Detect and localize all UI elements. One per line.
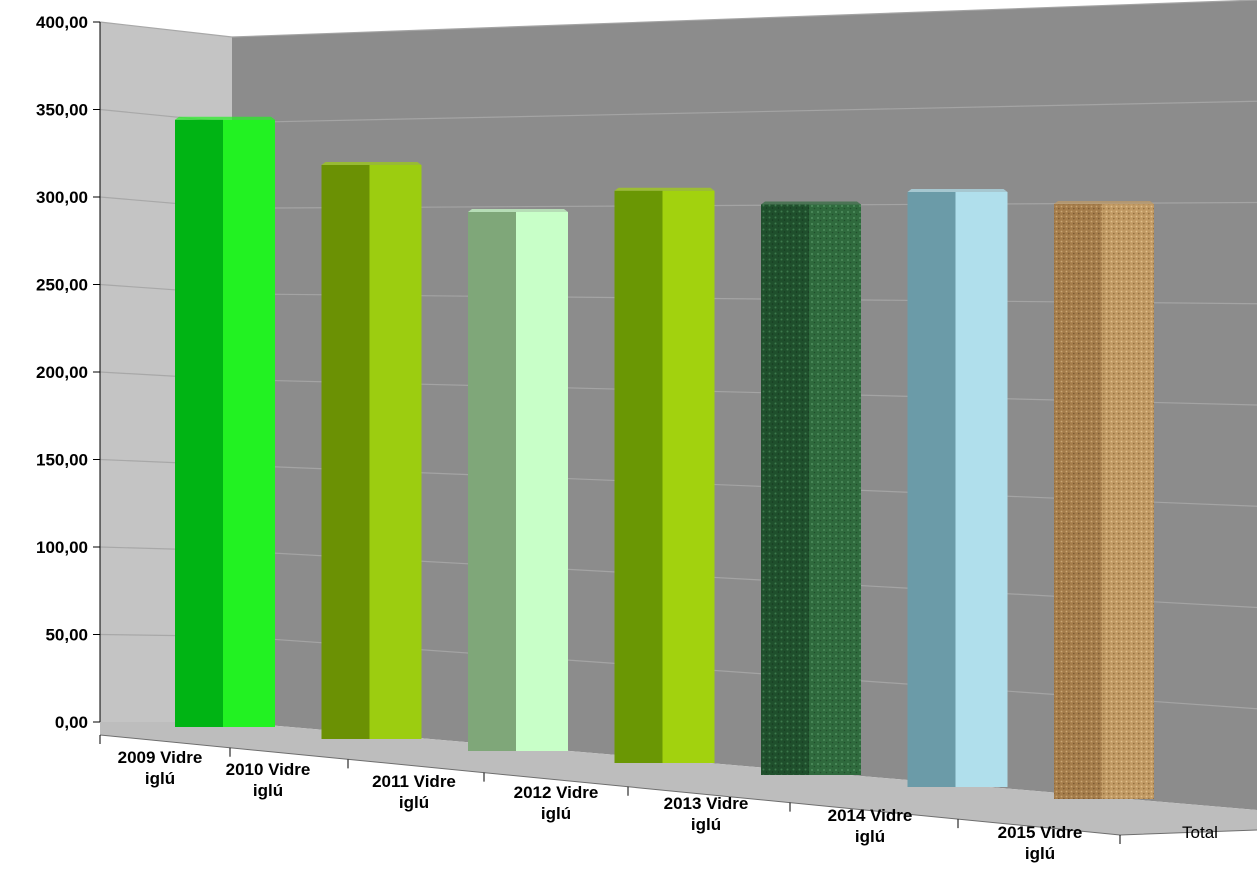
y-axis-ticks: 0,00 50,00 100,00 150,00 200,00 250,00 300,00 3… — [36, 13, 100, 732]
bar-side-face — [956, 192, 1008, 787]
bar — [615, 188, 715, 763]
y-tick-label: 250,00 — [36, 276, 88, 295]
bar-side-face — [516, 212, 568, 751]
bar-front-face — [175, 120, 223, 727]
bar-front-face — [468, 212, 516, 751]
bar-top-face — [615, 188, 715, 191]
bar — [468, 209, 568, 751]
bar-front-face — [1054, 204, 1102, 799]
x-tick-label: 2010 Vidre iglú — [226, 760, 311, 800]
axis-end-label: Total — [1182, 823, 1218, 842]
bar-front-face — [908, 192, 956, 787]
y-tick-label: 50,00 — [45, 626, 88, 645]
y-tick-label: 200,00 — [36, 363, 88, 382]
bar — [322, 162, 422, 739]
x-tick-label: 2012 Vidre iglú — [514, 783, 599, 823]
bar-top-face — [908, 189, 1008, 192]
bar-side-face — [223, 120, 275, 727]
bar — [1054, 201, 1154, 799]
bar-side-face — [663, 191, 715, 763]
bar — [761, 202, 861, 776]
y-tick-label: 0,00 — [55, 713, 88, 732]
y-tick-label: 350,00 — [36, 101, 88, 120]
bar — [908, 189, 1008, 787]
bar-side-face — [809, 205, 861, 776]
x-tick-label: 2013 Vidre iglú — [664, 794, 749, 834]
bar-top-face — [175, 117, 275, 120]
x-tick-label: 2014 Vidre iglú — [828, 806, 913, 846]
x-tick-label: 2015 Vidre iglú — [998, 823, 1083, 863]
bar-side-face — [370, 165, 422, 739]
bar-front-face — [615, 191, 663, 763]
bar-top-face — [761, 202, 861, 205]
bar-front-face — [761, 205, 809, 776]
y-tick-label: 100,00 — [36, 538, 88, 557]
x-tick-label: 2011 Vidre iglú — [372, 772, 456, 812]
y-tick-label: 400,00 — [36, 13, 88, 32]
bar — [175, 117, 275, 727]
bar-top-face — [468, 209, 568, 212]
bar-top-face — [1054, 201, 1154, 204]
x-tick-label: 2009 Vidre iglú — [118, 748, 203, 788]
bar-top-face — [322, 162, 422, 165]
bars — [175, 117, 1154, 799]
bar-side-face — [1102, 204, 1154, 799]
y-tick-label: 150,00 — [36, 451, 88, 470]
bar-front-face — [322, 165, 370, 739]
y-tick-label: 300,00 — [36, 188, 88, 207]
